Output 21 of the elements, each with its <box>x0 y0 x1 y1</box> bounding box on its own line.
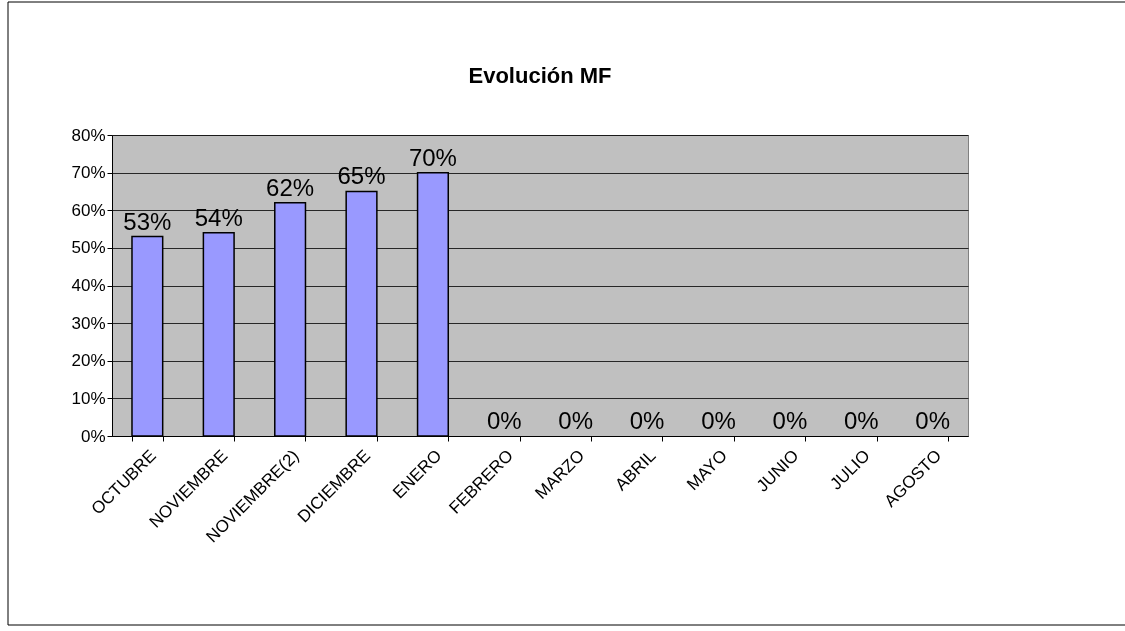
y-tick-label: 40% <box>71 276 106 295</box>
data-label: 0% <box>915 407 950 434</box>
data-label: 0% <box>486 407 522 434</box>
y-tick-label: 70% <box>71 163 106 183</box>
data-label: 0% <box>772 407 808 434</box>
data-label: 0% <box>701 407 736 434</box>
y-tick-label: 50% <box>71 238 106 258</box>
data-label: 0% <box>558 407 594 434</box>
y-tick-label: 20% <box>71 351 106 371</box>
y-tick-label: 30% <box>71 313 106 333</box>
y-tick-label: 0% <box>80 426 106 446</box>
data-label: 0% <box>843 407 879 434</box>
chart-title: Evolución MF <box>468 63 612 88</box>
data-label: 0% <box>629 407 665 434</box>
data-label: 53% <box>123 207 172 235</box>
y-tick-label: 60% <box>71 200 106 220</box>
data-label: 70% <box>408 143 457 171</box>
y-tick-label: 10% <box>71 388 106 408</box>
data-label: 54% <box>194 203 243 231</box>
y-tick-label: 80% <box>71 125 106 145</box>
data-label: 62% <box>266 173 315 201</box>
